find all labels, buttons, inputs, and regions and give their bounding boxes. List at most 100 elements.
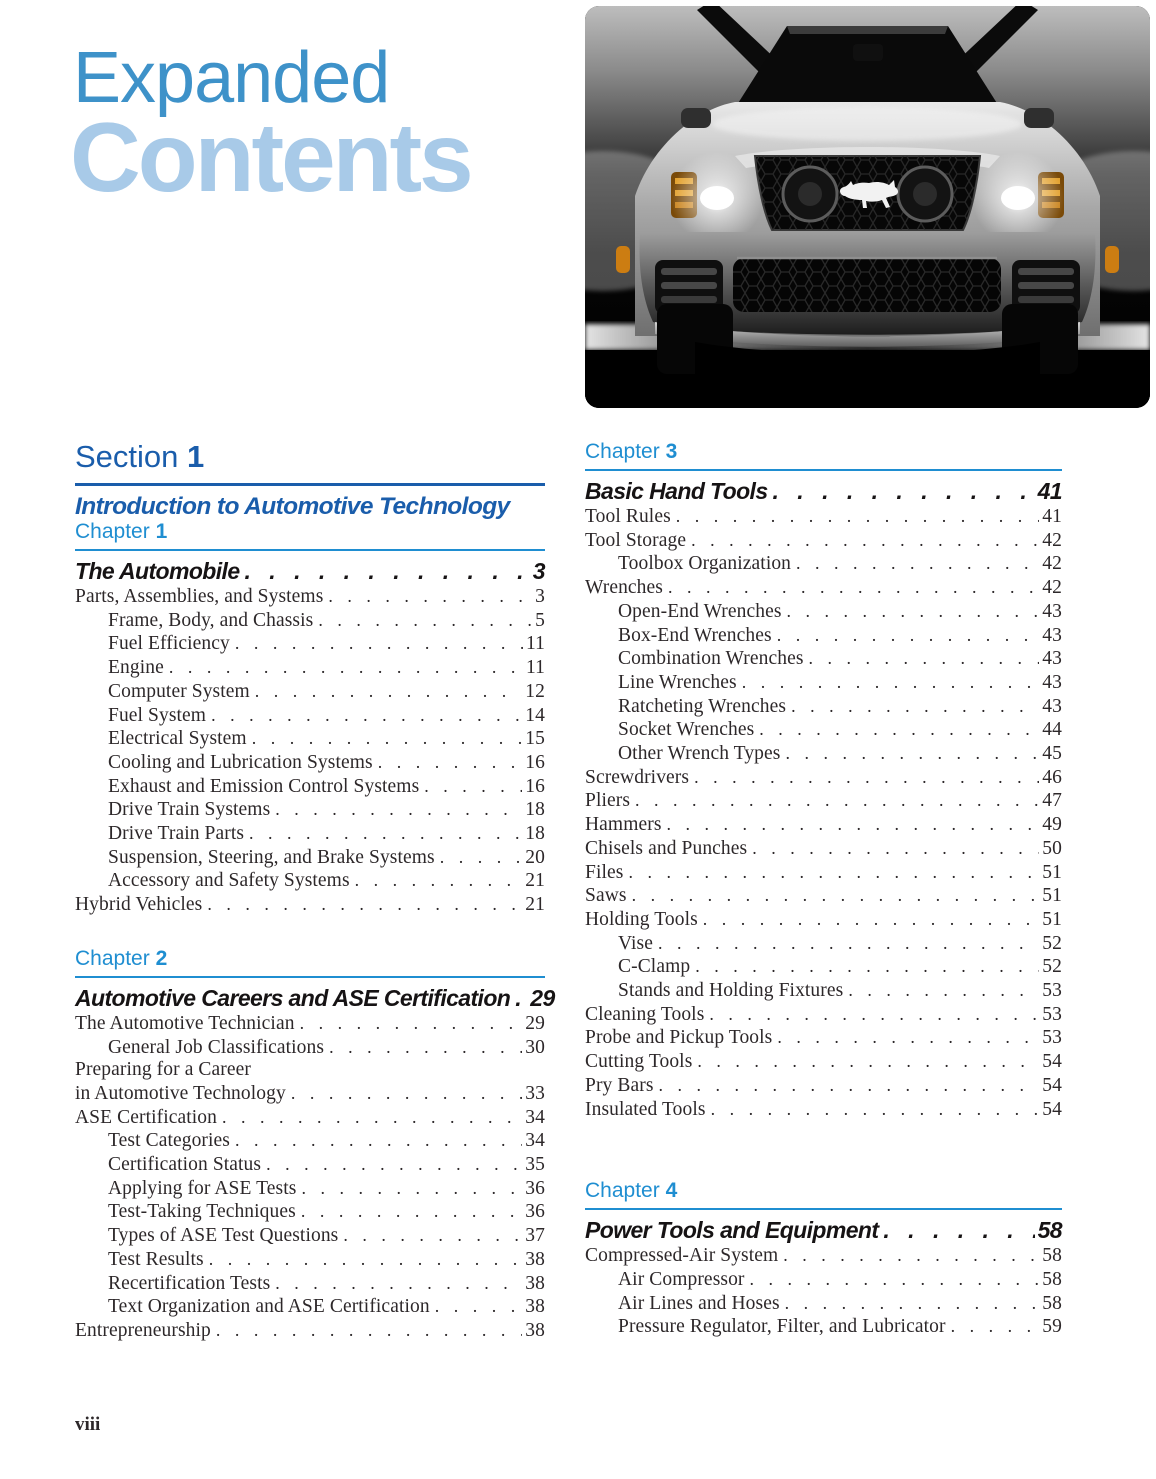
dot-leader: [440, 846, 523, 869]
toc-entry-page: 30: [525, 1036, 545, 1058]
toc-entry: Saws 51: [585, 884, 1062, 908]
dot-leader: [515, 985, 527, 1012]
dot-leader: [328, 585, 532, 608]
dot-leader: [235, 1129, 522, 1152]
dot-leader: [255, 680, 523, 703]
chapter-page-number: 29: [530, 984, 555, 1011]
chapter-title-row: Automotive Careers and ASE Certification…: [75, 985, 555, 1012]
toc-entry-page: 35: [525, 1154, 545, 1176]
toc-entry: Types of ASE Test Questions 37: [75, 1224, 545, 1248]
toc-entry-text: Line Wrenches: [618, 671, 737, 693]
dot-leader: [785, 742, 1039, 765]
toc-entry-text: Pressure Regulator, Filter, and Lubricat…: [618, 1316, 946, 1338]
toc-entry-text: Files: [585, 861, 624, 883]
dot-leader: [235, 632, 523, 655]
toc-entry-page: 53: [1042, 1027, 1062, 1049]
toc-entry-text: Ratcheting Wrenches: [618, 695, 787, 717]
toc-entry: The Automotive Technician 29: [75, 1012, 545, 1036]
toc-entry-page: 36: [525, 1201, 545, 1223]
dot-leader: [632, 884, 1040, 907]
toc-entry: Box-End Wrenches 43: [585, 624, 1062, 648]
chapter-number: 2: [155, 946, 168, 970]
chapter-page-number: 3: [532, 558, 546, 584]
side-vent-left: [655, 260, 723, 314]
windshield-and-roll-bars: [697, 6, 1038, 108]
chapter-heading: Chapter 2: [75, 947, 545, 978]
mirror-right: [1024, 108, 1054, 128]
toc-entry-page: 43: [1042, 695, 1062, 717]
toc-entry-text: Entrepreneurship: [75, 1319, 211, 1341]
toc-entry-text: Text Organization and ASE Certification: [108, 1296, 430, 1318]
toc-entry: Hammers 49: [585, 813, 1062, 837]
toc-entry-page: 16: [525, 751, 545, 773]
toc-entry-text: Accessory and Safety Systems: [108, 870, 350, 892]
dot-leader: [291, 1082, 522, 1105]
toc-entry: ASE Certification 34: [75, 1106, 545, 1130]
toc-entry-text: Preparing for a Career: [75, 1059, 251, 1081]
dot-leader: [883, 1217, 1034, 1244]
chin-splitter: [655, 322, 1080, 347]
toc-entry: Tool Rules 41: [585, 505, 1062, 529]
toc-entry-page: 52: [1042, 956, 1062, 978]
dot-leader: [301, 1177, 522, 1200]
toc-entry-text: Pliers: [585, 790, 631, 812]
toc-entry: Pry Bars 54: [585, 1074, 1062, 1098]
corner-marker-right: [1105, 246, 1119, 273]
toc-entry-text: Toolbox Organization: [618, 553, 792, 575]
toc-entry: Wrenches 42: [585, 576, 1062, 600]
toc-entry-page: 38: [525, 1296, 545, 1318]
toc-entry-text: Test Results: [108, 1248, 204, 1270]
toc-entry-text: Probe and Pickup Tools: [585, 1027, 773, 1049]
toc-entry-page: 18: [525, 823, 545, 845]
dot-leader: [703, 908, 1040, 931]
toc-entry-page: 43: [1042, 671, 1062, 693]
corner-marker-left: [616, 246, 630, 273]
toc-entry-page: 16: [525, 775, 545, 797]
dot-leader: [378, 751, 523, 774]
toc-entry-page: 47: [1042, 790, 1062, 812]
toc-entry: Test Results 38: [75, 1248, 545, 1272]
chapter-title-row: Basic Hand Tools 41: [585, 478, 1063, 505]
toc-entry-text: Test Categories: [108, 1130, 230, 1152]
toc-entry-page: 34: [525, 1130, 545, 1152]
dot-leader: [709, 1003, 1039, 1026]
chapter-title-row: The Automobile 3: [75, 558, 546, 585]
toc-entry-text: The Automotive Technician: [75, 1012, 295, 1034]
toc-entry: Suspension, Steering, and Brake Systems 2…: [75, 846, 545, 870]
toc-entry: Holding Tools 51: [585, 908, 1062, 932]
toc-entry-page: 58: [1042, 1245, 1062, 1267]
toc-entry: Cooling and Lubrication Systems 16: [75, 751, 545, 775]
toc-entry-text: Cleaning Tools: [585, 1003, 705, 1025]
toc-entry-page: 37: [525, 1225, 545, 1247]
dot-leader: [676, 505, 1040, 528]
hero-car-photo: [585, 6, 1150, 408]
toc-entry: Cleaning Tools 53: [585, 1003, 1062, 1027]
toc-entry: Air Compressor 58: [585, 1268, 1062, 1292]
chapter-title: Power Tools and Equipment: [585, 1217, 879, 1244]
toc-entry-text: Other Wrench Types: [618, 743, 781, 765]
toc-entry-text: Suspension, Steering, and Brake Systems: [108, 846, 435, 868]
toc-entry-page: 52: [1042, 932, 1062, 954]
rearview-mirror: [853, 44, 883, 61]
toc-entry-page: 42: [1042, 553, 1062, 575]
toc-entry-page: 38: [525, 1248, 545, 1270]
toc-entry-page: 38: [525, 1319, 545, 1341]
wheels-and-shadow: [657, 304, 1078, 408]
toc-entry: Test-Taking Techniques 36: [75, 1200, 545, 1224]
dot-leader: [169, 656, 523, 679]
toc-entry: Certification Status 35: [75, 1153, 545, 1177]
toc-entry: Drive Train Systems 18: [75, 798, 545, 822]
toc-entry-page: 21: [525, 870, 545, 892]
dot-leader: [750, 1268, 1040, 1291]
toc-entry: Test Categories 34: [75, 1129, 545, 1153]
dot-leader: [424, 775, 522, 798]
toc-entry-text: Fuel System: [108, 704, 207, 726]
dot-leader: [635, 789, 1039, 812]
toc-entry-page: 58: [1042, 1268, 1062, 1290]
toc-entry-text: Test-Taking Techniques: [108, 1201, 296, 1223]
toc-entry-text: Air Lines and Hoses: [618, 1292, 780, 1314]
toc-entry-page: 11: [526, 657, 545, 679]
dot-leader: [695, 955, 1039, 978]
